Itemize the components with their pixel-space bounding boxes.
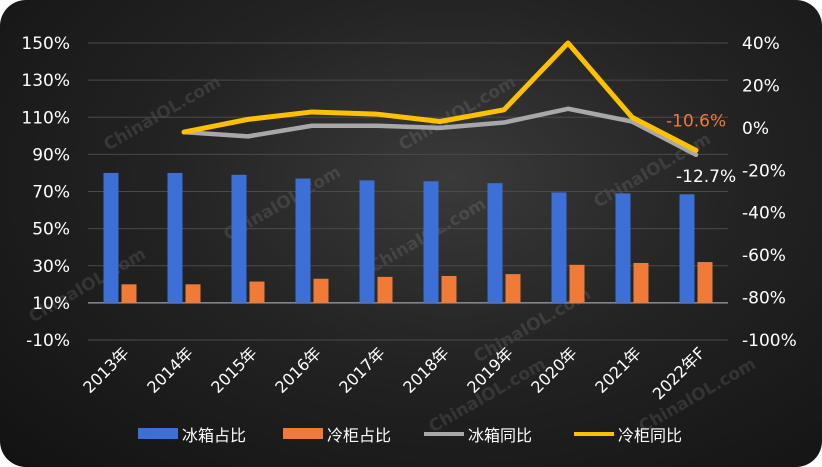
right-tick-label: 0% (742, 119, 769, 139)
left-tick-label: -10% (26, 331, 70, 351)
category-label: 2014年 (143, 343, 197, 397)
left-tick-label: 10% (32, 294, 70, 314)
freezer-yoy-line (181, 40, 699, 153)
bar-fridge-share (359, 180, 375, 303)
left-tick-label: 130% (21, 71, 70, 91)
left-tick-label: 110% (21, 108, 70, 128)
right-tick-label: -60% (742, 246, 786, 266)
bar-fridge-share (103, 172, 119, 303)
gridlines (88, 42, 728, 341)
legend-swatch (138, 428, 178, 439)
annotation-layer: -10.6% -12.7% (666, 111, 736, 186)
right-tick-label: 20% (742, 76, 780, 96)
legend-label: 冷柜同比 (618, 426, 682, 445)
left-tick-label: 70% (32, 183, 70, 203)
bar-freezer-share (633, 262, 649, 303)
bar-series-layer (103, 172, 713, 303)
right-tick-label: -100% (742, 331, 797, 351)
right-tick-label: -40% (742, 204, 786, 224)
bar-freezer-share (121, 284, 137, 303)
bar-fridge-share (295, 178, 311, 303)
fridge-yoy-line (181, 106, 699, 158)
bar-fridge-share (167, 172, 183, 303)
legend-label: 冰箱占比 (182, 426, 246, 445)
watermark-text: ChinaIOL.com (396, 72, 520, 155)
category-label: 2015年 (207, 343, 261, 397)
left-tick-label: 150% (21, 34, 70, 54)
data-label: -12.7% (676, 167, 736, 187)
bar-fridge-share (487, 183, 503, 303)
right-tick-label: -80% (742, 289, 786, 309)
bar-fridge-share (423, 181, 439, 303)
bar-freezer-share (185, 284, 201, 303)
bar-freezer-share (569, 264, 585, 303)
legend-label: 冰箱同比 (468, 426, 532, 445)
category-label: 2016年 (271, 343, 325, 397)
right-tick-label: 40% (742, 34, 780, 54)
bar-fridge-share (231, 174, 247, 303)
left-tick-label: 90% (32, 145, 70, 165)
category-axis-labels: 2013年 2014年 2015年 2016年 2017年 2018年 2019年 2020年… (79, 343, 709, 403)
category-label: 2013年 (79, 343, 133, 397)
category-label: 2021年 (591, 343, 645, 397)
data-label: -10.6% (666, 111, 726, 131)
left-tick-label: 30% (32, 257, 70, 277)
bar-fridge-share (679, 194, 695, 303)
bar-freezer-share (377, 276, 393, 303)
category-label: 2018年 (399, 343, 453, 397)
category-label: 2017年 (335, 343, 389, 397)
bar-freezer-share (697, 262, 713, 303)
legend-swatch (283, 428, 323, 439)
bar-freezer-share (249, 281, 265, 303)
line-series-layer (181, 40, 699, 158)
bar-fridge-share (551, 192, 567, 303)
legend-label: 冷柜占比 (327, 426, 391, 445)
bar-freezer-share (505, 274, 521, 303)
legend: 冰箱占比 冷柜占比 冰箱同比 冷柜同比 (138, 426, 682, 445)
right-axis-ticks: -100% -80% -60% -40% -20% 0% 20% 40% (742, 34, 797, 351)
left-tick-label: 50% (32, 220, 70, 240)
left-axis-ticks: -10% 10% 30% 50% 70% 90% 110% 130% 150% (21, 34, 70, 351)
bar-freezer-share (313, 278, 329, 303)
watermark-text: ChinaIOL.com (101, 72, 225, 155)
bar-freezer-share (441, 275, 457, 303)
right-tick-label: -20% (742, 161, 786, 181)
bar-fridge-share (615, 193, 631, 303)
